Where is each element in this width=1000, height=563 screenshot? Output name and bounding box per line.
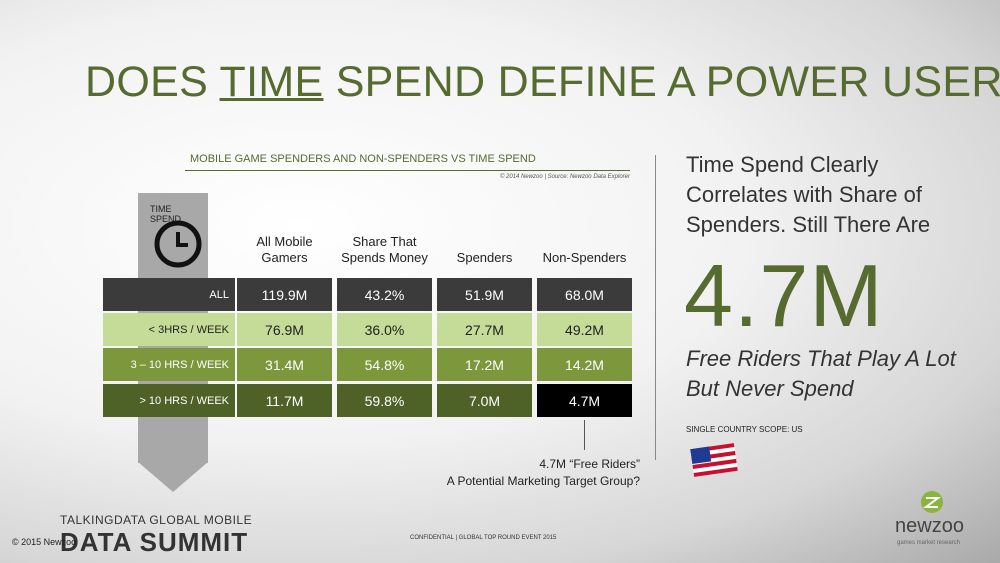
corner-label: TIME SPEND bbox=[150, 204, 182, 224]
table-cell: 7.0M bbox=[437, 384, 532, 417]
outro-text: That Play A Lot But Never Spend bbox=[686, 346, 956, 401]
panel-intro: Time Spend Clearly Correlates with Share… bbox=[686, 152, 931, 237]
annotation-line-2: A Potential Marketing Target Group? bbox=[446, 474, 640, 488]
time-arrow bbox=[138, 462, 208, 492]
brand: newzoo bbox=[895, 515, 964, 537]
table-cell: 27.7M bbox=[437, 313, 532, 346]
table-cell: 59.8% bbox=[337, 384, 432, 417]
column-header: Share That Spends Money bbox=[341, 234, 428, 265]
annotation-line bbox=[584, 420, 585, 450]
title-text: DOES bbox=[85, 58, 220, 106]
event-line-2: DATA SUMMIT bbox=[60, 527, 249, 557]
column-header: All Mobile Gamers bbox=[256, 234, 313, 265]
table-cell: 36.0% bbox=[337, 313, 432, 346]
annotation: 4.7M “Free Riders” A Potential Marketing… bbox=[420, 456, 640, 490]
column-header: Non-Spenders bbox=[542, 250, 627, 265]
title-emphasis: TIME bbox=[219, 58, 324, 106]
panel-figure: 4.7M bbox=[684, 246, 884, 345]
brand-icon bbox=[921, 491, 943, 513]
divider bbox=[655, 155, 656, 460]
table-cell: 43.2% bbox=[337, 278, 432, 311]
table-cell: 49.2M bbox=[537, 313, 632, 346]
table-cell: 68.0M bbox=[537, 278, 632, 311]
table-cell: 119.9M bbox=[237, 278, 332, 311]
title-text: SPEND DEFINE A POWER USER? bbox=[323, 58, 1000, 106]
table-cell: 31.4M bbox=[237, 348, 332, 381]
row-label: ALL bbox=[103, 278, 235, 311]
confidential-note: CONFIDENTIAL | GLOBAL TOP ROUND EVENT 20… bbox=[410, 535, 557, 541]
panel-outro: Free Riders That Play A Lot But Never Sp… bbox=[686, 344, 976, 404]
rule bbox=[185, 170, 630, 171]
row-label: < 3HRS / WEEK bbox=[103, 313, 235, 346]
table-cell: 14.2M bbox=[537, 348, 632, 381]
row-label: 3 – 10 HRS / WEEK bbox=[103, 348, 235, 381]
brand-tagline: games market research bbox=[897, 540, 961, 546]
clock-icon bbox=[154, 220, 202, 268]
table-title: MOBILE GAME SPENDERS AND NON-SPENDERS VS… bbox=[190, 153, 536, 165]
table-cell: 76.9M bbox=[237, 313, 332, 346]
table-cell: 17.2M bbox=[437, 348, 532, 381]
copyright: © 2015 Newzoo bbox=[12, 537, 77, 547]
table-source: © 2014 Newzoo | Source: Newzoo Data Expl… bbox=[499, 174, 630, 180]
scope-note: SINGLE COUNTRY SCOPE: US bbox=[686, 425, 803, 434]
row-label: > 10 HRS / WEEK bbox=[103, 384, 235, 417]
slide-title: DOES TIME SPEND DEFINE A POWER USER? bbox=[85, 58, 1000, 107]
outro-emphasis: Free Riders bbox=[686, 346, 801, 371]
us-flag bbox=[690, 443, 738, 477]
table-cell: 4.7M bbox=[537, 384, 632, 417]
column-header: Spenders bbox=[456, 250, 513, 265]
table-cell: 54.8% bbox=[337, 348, 432, 381]
annotation-line-1: 4.7M “Free Riders” bbox=[539, 457, 640, 471]
event-line-1: TALKINGDATA GLOBAL MOBILE bbox=[60, 513, 253, 527]
table-cell: 11.7M bbox=[237, 384, 332, 417]
table-cell: 51.9M bbox=[437, 278, 532, 311]
